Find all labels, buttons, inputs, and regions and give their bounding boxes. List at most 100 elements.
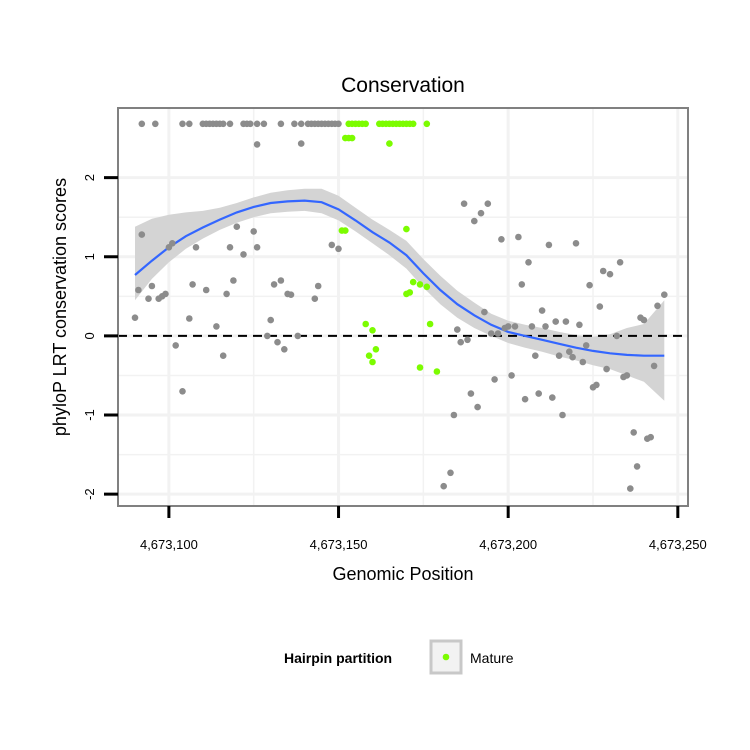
data-point-other [450,411,458,419]
other-points [131,120,668,492]
data-point-other [152,120,159,128]
data-point-mature [409,278,417,286]
data-point-other [545,241,553,249]
data-point-other [270,281,278,288]
data-point-other [189,281,196,288]
smooth-confidence-band [135,188,665,401]
data-point-other [162,290,169,298]
data-point-other [623,372,631,379]
data-point-other [518,281,526,288]
data-point-other [616,259,624,266]
data-point-other [538,307,546,314]
data-point-other [464,336,471,344]
data-point-mature [342,227,349,234]
data-point-mature [426,320,434,328]
data-point-other [654,302,661,310]
data-point-other [650,362,658,370]
data-point-other [202,286,210,294]
data-point-other [477,209,485,217]
data-point-other [627,485,634,492]
data-point-other [186,315,193,322]
data-point-mature [362,120,370,128]
data-point-other [484,200,492,207]
data-point-other [440,482,448,490]
x-tick-label: 4,673,100 [140,537,198,552]
data-point-other [555,352,563,360]
y-tick-label: -1 [82,409,97,421]
data-point-other [172,342,179,349]
x-axis-label: Genomic Position [332,564,473,584]
data-point-other [192,244,200,251]
data-point-other [179,120,186,128]
x-tick-label: 4,673,250 [649,537,707,552]
data-point-other [226,120,234,128]
x-tick-label: 4,673,200 [479,537,537,552]
data-point-mature [423,283,431,291]
data-point-other [562,318,570,325]
data-point-other [521,395,529,403]
data-point-other [447,469,454,477]
data-point-other [186,120,193,128]
data-point-other [314,282,322,290]
y-axis-label: phyloP LRT conservation scores [50,178,70,436]
data-point-other [569,353,576,361]
y-axis: -2 -1 0 1 2 [82,174,118,500]
data-point-mature [369,358,376,366]
data-point-other [253,120,261,128]
data-point-other [647,433,654,441]
chart-title: Conservation [341,74,465,97]
data-point-mature [372,346,380,353]
data-point-other [661,291,668,299]
data-point-other [240,251,247,258]
data-point-other [223,290,230,298]
data-point-other [511,323,519,330]
data-point-other [504,323,512,330]
data-point-other [599,267,607,275]
plot-panel [117,107,689,507]
data-point-other [291,120,298,128]
legend: Hairpin partition Mature [284,639,514,675]
data-point-other [148,282,156,290]
loess-smooth-line [134,199,665,357]
panel-border [117,107,689,507]
data-point-other [335,120,342,128]
data-point-other [454,326,461,333]
data-point-other [572,240,580,247]
data-point-other [277,120,285,128]
data-point-other [179,388,186,395]
data-point-mature [416,364,424,371]
data-point-mature [416,281,424,288]
data-point-other [508,372,515,379]
data-point-other [267,316,275,324]
y-tick-label: -2 [82,488,97,500]
data-point-mature [403,225,410,233]
data-point-other [247,120,254,128]
data-point-other [219,120,227,128]
legend-key-mature [442,653,450,661]
y-tick-label: 0 [82,332,97,339]
legend-title: Hairpin partition [284,650,392,666]
data-point-other [471,217,478,225]
data-point-other [460,200,468,207]
data-point-other [549,394,556,401]
data-point-other [596,303,604,310]
data-point-other [294,332,302,340]
data-point-other [287,291,295,299]
data-point-other [613,332,621,340]
data-point-other [467,390,475,397]
data-point-other [277,277,285,284]
mature-points [338,120,441,375]
data-point-other [138,120,146,128]
data-point-other [593,381,600,389]
data-point-other [297,120,305,128]
data-point-other [586,281,593,289]
data-point-other [131,314,139,322]
data-point-other [515,233,522,241]
data-point-other [297,140,305,147]
data-point-mature [433,368,441,375]
data-point-other [566,348,573,356]
data-point-other [528,323,536,330]
data-point-other [633,463,641,470]
data-point-mature [409,120,417,128]
